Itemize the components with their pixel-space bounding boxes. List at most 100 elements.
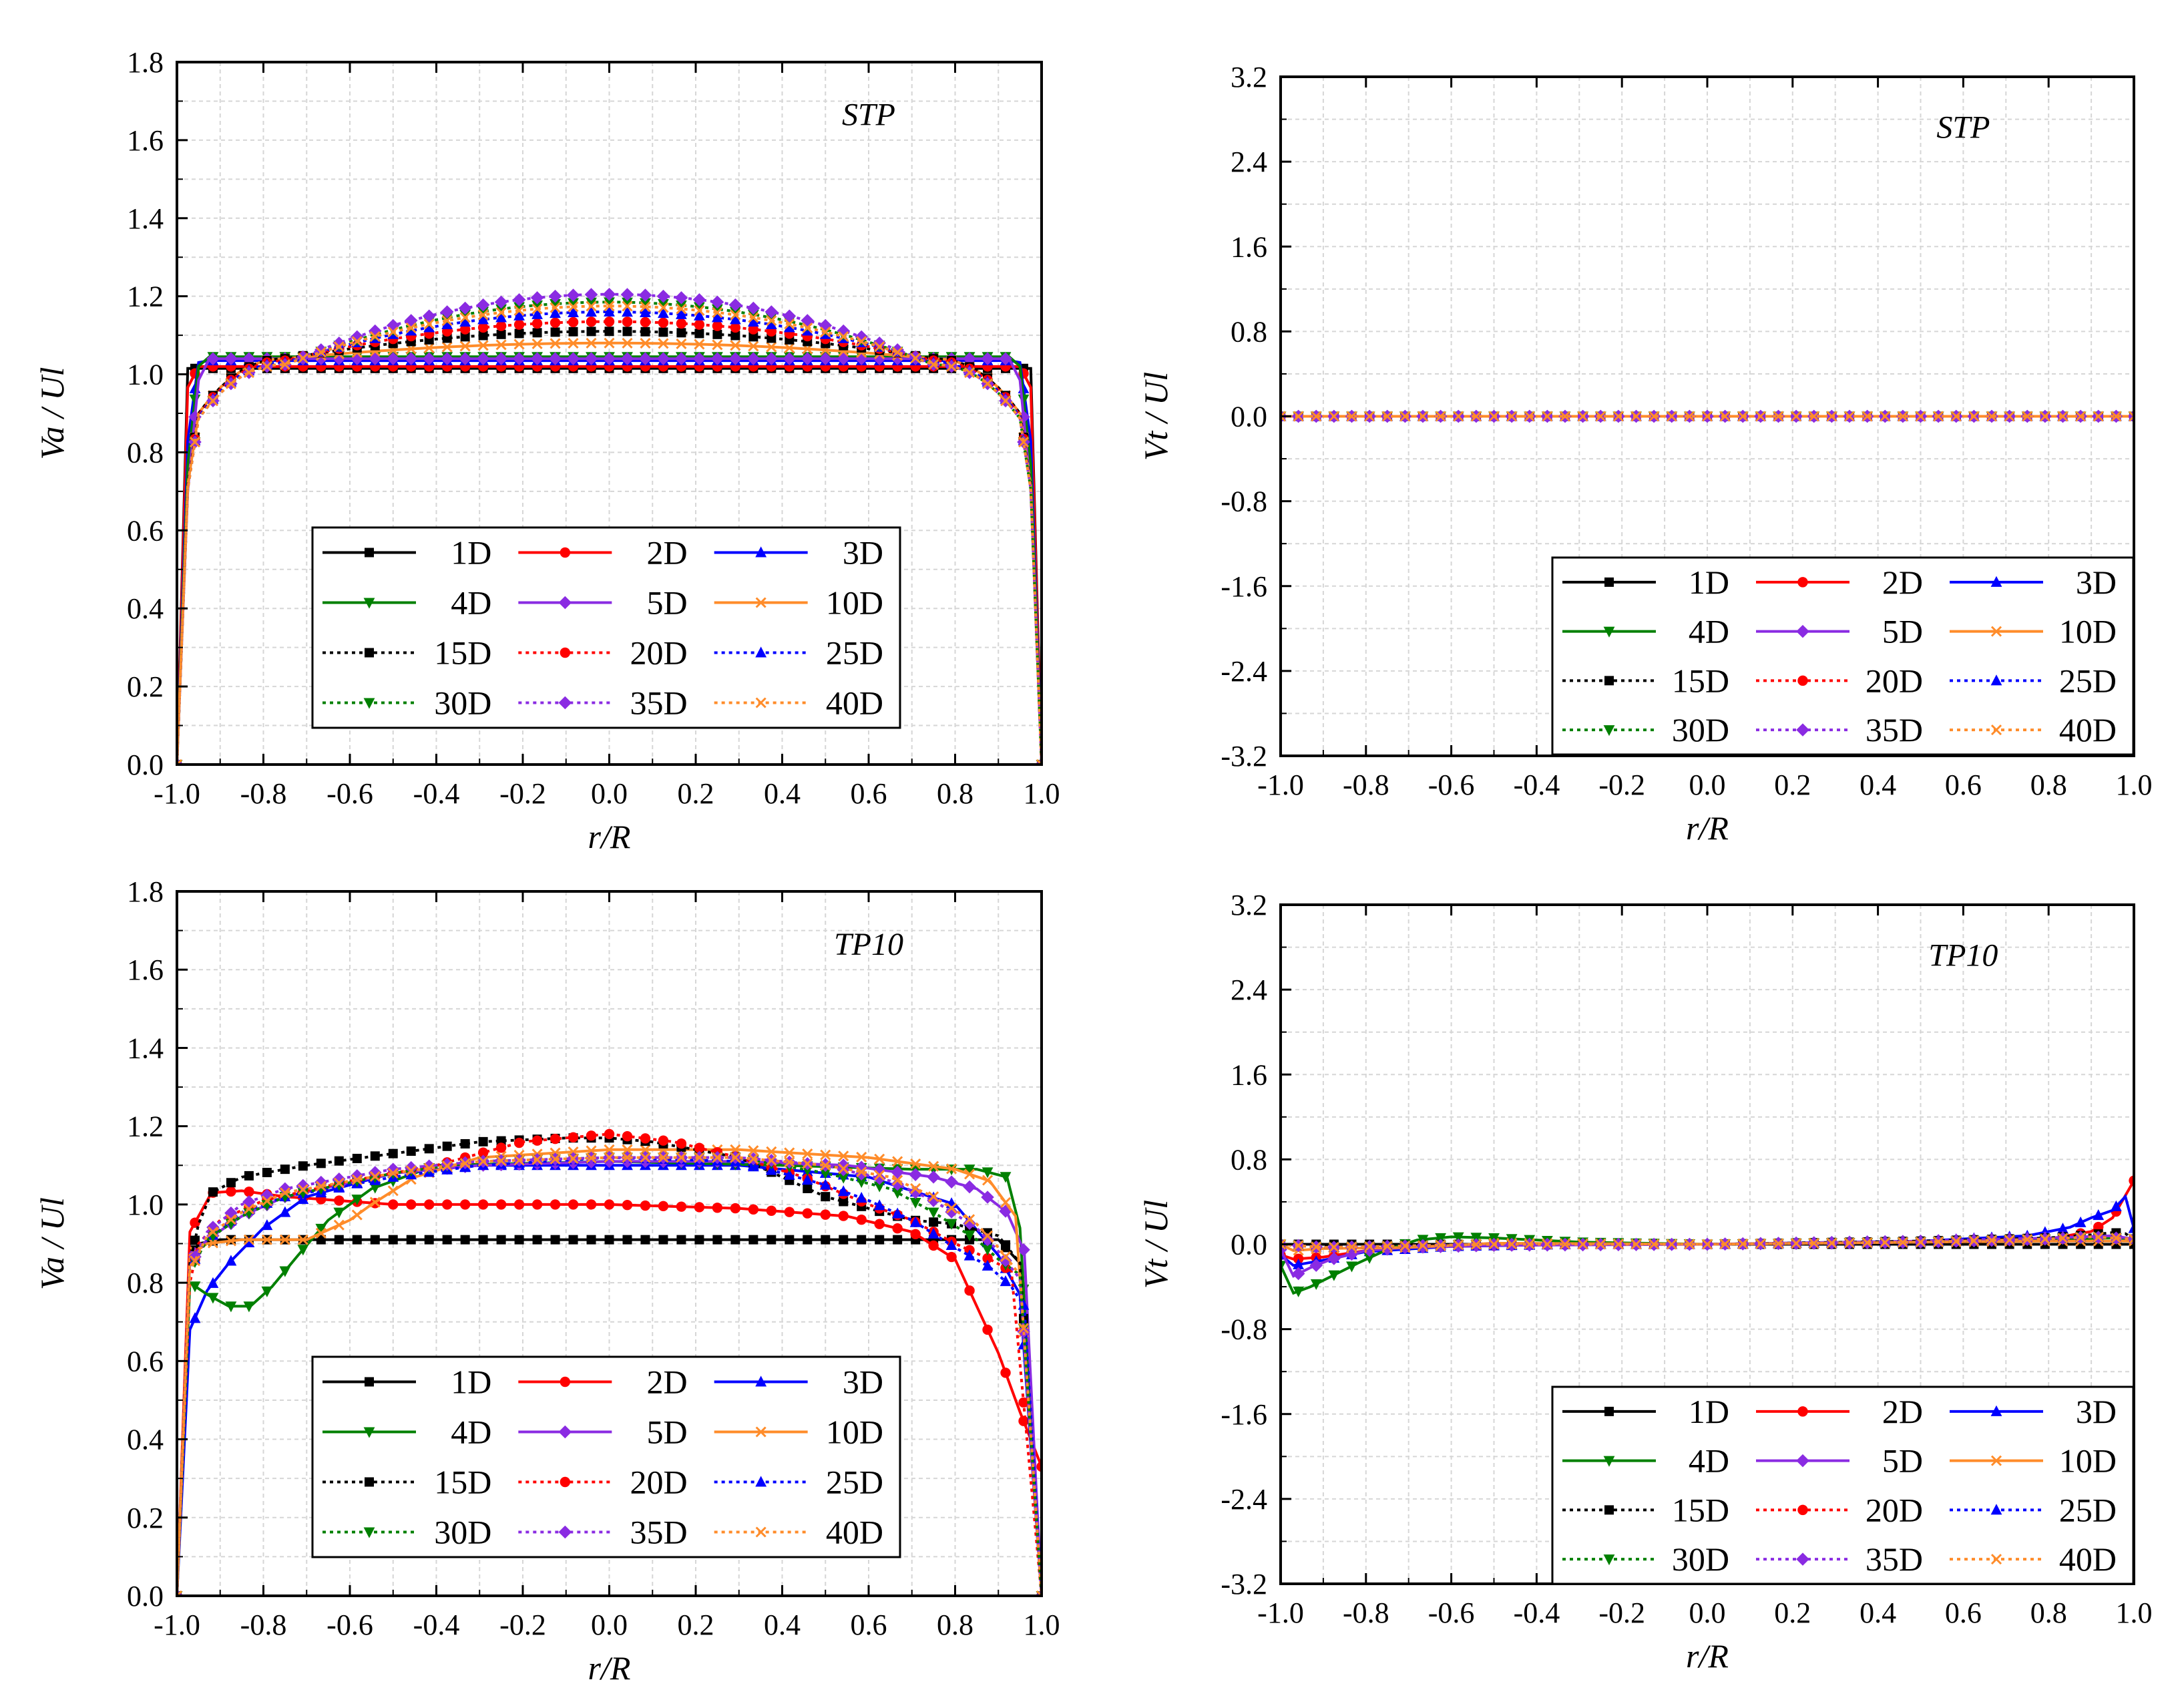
data-point (459, 1199, 471, 1210)
panel-title: TP10 (834, 927, 903, 962)
data-point (891, 1188, 903, 1199)
data-point (622, 1130, 633, 1142)
data-point (316, 1158, 326, 1168)
data-point (548, 352, 562, 365)
data-point (1719, 1239, 1731, 1250)
data-point (1612, 1239, 1624, 1250)
data-point (1791, 411, 1802, 422)
data-point (477, 309, 489, 321)
data-point (1327, 1252, 1341, 1265)
y-axis: 0.0 0.2 0.4 0.6 0.8 1.0 1.2 1.4 1.6 1.8 (127, 46, 188, 781)
legend-label: 4D (1689, 613, 1729, 650)
data-point (2075, 1232, 2087, 1243)
data-point (424, 1144, 434, 1154)
legend-marker (755, 1526, 767, 1538)
data-point (207, 1293, 219, 1304)
legend-marker (1603, 1456, 1615, 1467)
data-point (334, 1156, 344, 1166)
x-axis-title: r/R (1686, 809, 1729, 847)
data-point (909, 1216, 921, 1227)
data-point (333, 1219, 345, 1231)
y-axis: 0.0 0.2 0.4 0.6 0.8 1.0 1.2 1.4 1.6 1.8 (127, 875, 188, 1613)
legend-item-30D: 30D (1562, 1540, 1729, 1578)
data-point (189, 1312, 201, 1323)
data-point (388, 1235, 398, 1245)
y-tick-label: 1.0 (127, 359, 164, 391)
legend-item-20D: 20D (1756, 1491, 1923, 1528)
legend-item-25D: 25D (1950, 1491, 2117, 1528)
data-point (1281, 1261, 1287, 1272)
data-point (586, 337, 597, 349)
data-point (802, 322, 813, 334)
legend-marker (1990, 674, 2002, 686)
data-point (963, 1249, 975, 1261)
data-point (1470, 1239, 1482, 1251)
data-point (873, 1181, 885, 1193)
y-tick-label: 0.2 (127, 1502, 164, 1534)
data-point (674, 291, 688, 304)
data-point (658, 299, 669, 310)
data-point (765, 318, 777, 330)
data-point (766, 1154, 777, 1166)
data-point (784, 1207, 795, 1217)
data-point (495, 1142, 507, 1153)
data-point (981, 352, 994, 365)
data-point (1773, 411, 1784, 422)
data-point (1933, 411, 1944, 422)
data-point (893, 1235, 903, 1245)
data-point (604, 300, 615, 312)
data-point (550, 338, 561, 349)
data-point (640, 316, 651, 328)
data-point (640, 301, 651, 312)
legend-marker (558, 596, 572, 610)
x-tick-label: -0.2 (499, 777, 546, 810)
data-point (530, 291, 544, 304)
data-point (440, 352, 454, 365)
data-point (748, 332, 758, 342)
data-point (1559, 1239, 1571, 1250)
x-tick-label: 0.2 (678, 1609, 714, 1641)
data-point (1453, 1239, 1464, 1251)
legend-marker (1990, 1554, 2002, 1565)
y-tick-label: 1.2 (127, 1110, 164, 1143)
data-point (1328, 1270, 1340, 1281)
data-point (459, 309, 471, 321)
legend-label: 15D (434, 1464, 491, 1501)
data-point (368, 352, 382, 365)
data-point (891, 1207, 903, 1219)
data-point (1950, 411, 1962, 422)
data-point (586, 327, 596, 337)
data-point (748, 324, 759, 335)
data-point (1488, 411, 1500, 422)
data-point (2039, 1233, 2050, 1245)
data-point (712, 306, 723, 318)
data-point (531, 1199, 543, 1210)
y-tick-label: 0.0 (1231, 1229, 1267, 1261)
x-axis: -1.0 -0.8 -0.6 -0.4 -0.2 0.0 0.2 0.4 0.6 0.8 1.0 (1257, 905, 2153, 1629)
data-point (568, 338, 579, 349)
data-point (513, 1154, 525, 1166)
legend-item-5D: 5D (1756, 1442, 1923, 1480)
data-point (873, 1199, 885, 1211)
x-tick-label: 0.4 (1860, 1596, 1896, 1629)
legend-item-1D: 1D (1562, 564, 1729, 601)
data-point (981, 1191, 994, 1204)
data-point (892, 1156, 903, 1167)
data-point (604, 1152, 615, 1163)
data-point (946, 1163, 957, 1175)
data-point (352, 1235, 362, 1245)
data-point (1524, 411, 1535, 422)
legend-marker (558, 696, 572, 710)
data-point (1826, 1237, 1837, 1249)
legend-label: 3D (843, 534, 883, 572)
data-point (207, 1237, 219, 1249)
data-point (1897, 411, 1908, 422)
data-point (207, 1226, 219, 1237)
data-point (405, 1165, 417, 1177)
legend-label: 4D (451, 584, 491, 622)
data-point (963, 352, 976, 365)
data-point (1808, 411, 1819, 422)
data-point (604, 305, 615, 317)
data-point (711, 311, 723, 323)
data-point (1737, 411, 1749, 422)
